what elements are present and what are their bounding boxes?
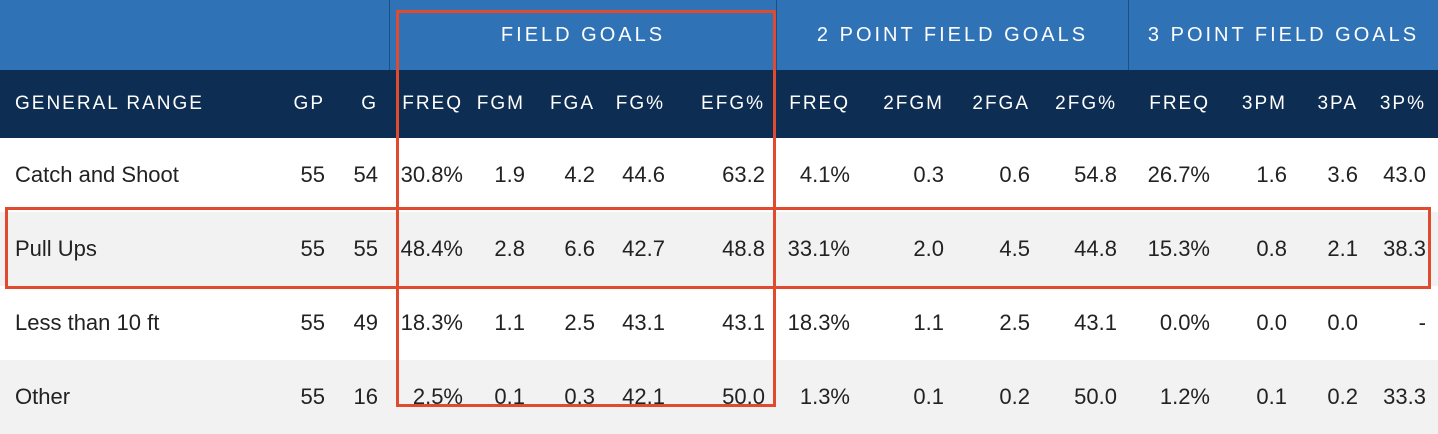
cell-3p-pct: 43.0	[1383, 162, 1426, 187]
cell-gp: 55	[300, 162, 325, 187]
cell-2fgm: 2.0	[913, 236, 944, 261]
cell-efg-pct: 63.2	[722, 162, 765, 187]
cell-2pt-freq: 33.1%	[787, 236, 850, 261]
group-header-2pt-field-goals[interactable]: 2 POINT FIELD GOALS	[777, 0, 1129, 70]
cell-gp: 55	[300, 310, 325, 335]
cell-fga: 2.5	[564, 310, 595, 335]
table-row: Other 55 16 2.5% 0.1 0.3 42.1 50.0 1.3% …	[0, 360, 1438, 434]
cell-3pm: 0.0	[1256, 310, 1287, 335]
col-header-fga[interactable]: FGA	[549, 93, 595, 114]
cell-g: 49	[353, 310, 378, 335]
cell-fg-freq: 30.8%	[400, 162, 463, 187]
col-header-3pt-freq[interactable]: FREQ	[1149, 93, 1210, 114]
col-header-general-range[interactable]: GENERAL RANGE	[15, 93, 204, 114]
cell-fgm: 2.8	[494, 236, 525, 261]
cell-3p-pct: 33.3	[1383, 384, 1426, 409]
col-header-efg-pct[interactable]: EFG%	[701, 93, 765, 114]
cell-3pa: 0.0	[1327, 310, 1358, 335]
cell-range-name: Other	[15, 384, 71, 409]
cell-2fgm: 0.3	[913, 162, 944, 187]
group-header-field-goals[interactable]: FIELD GOALS	[390, 0, 777, 70]
cell-fg-freq: 48.4%	[400, 236, 463, 261]
cell-2pt-freq: 18.3%	[787, 310, 850, 335]
group-header-3pt-field-goals[interactable]: 3 POINT FIELD GOALS	[1129, 0, 1438, 70]
col-header-2pt-freq[interactable]: FREQ	[789, 93, 850, 114]
cell-2fgm: 0.1	[913, 384, 944, 409]
cell-3pm: 0.1	[1256, 384, 1287, 409]
col-header-2fg-pct[interactable]: 2FG%	[1055, 93, 1117, 114]
cell-2pt-freq: 1.3%	[799, 384, 850, 409]
cell-3pt-freq: 1.2%	[1159, 384, 1210, 409]
cell-2fg-pct: 50.0	[1074, 384, 1117, 409]
cell-3pt-freq: 26.7%	[1147, 162, 1210, 187]
cell-fga: 6.6	[564, 236, 595, 261]
cell-g: 55	[353, 236, 378, 261]
cell-2fga: 0.2	[999, 384, 1030, 409]
cell-fg-pct: 44.6	[622, 162, 665, 187]
col-header-gp[interactable]: GP	[293, 93, 325, 114]
col-header-3p-pct[interactable]: 3P%	[1379, 93, 1426, 114]
cell-fg-pct: 42.1	[622, 384, 665, 409]
cell-fgm: 1.9	[494, 162, 525, 187]
cell-fg-freq: 2.5%	[412, 384, 463, 409]
col-header-g[interactable]: G	[361, 93, 378, 114]
table-body: Catch and Shoot 55 54 30.8% 1.9 4.2 44.6…	[0, 138, 1438, 434]
cell-3p-pct: 38.3	[1383, 236, 1426, 261]
cell-range-name: Catch and Shoot	[15, 162, 179, 187]
cell-3pa: 3.6	[1327, 162, 1358, 187]
cell-2fga: 0.6	[999, 162, 1030, 187]
cell-fgm: 0.1	[494, 384, 525, 409]
cell-fga: 0.3	[564, 384, 595, 409]
col-header-fg-pct[interactable]: FG%	[615, 93, 665, 114]
cell-efg-pct: 43.1	[722, 310, 765, 335]
cell-3pm: 1.6	[1256, 162, 1287, 187]
cell-gp: 55	[300, 384, 325, 409]
cell-3pt-freq: 15.3%	[1147, 236, 1210, 261]
cell-2fgm: 1.1	[913, 310, 944, 335]
cell-3p-pct: -	[1418, 310, 1426, 335]
cell-fgm: 1.1	[494, 310, 525, 335]
table-row: Catch and Shoot 55 54 30.8% 1.9 4.2 44.6…	[0, 138, 1438, 212]
cell-3pm: 0.8	[1256, 236, 1287, 261]
cell-g: 54	[353, 162, 378, 187]
col-header-fg-freq[interactable]: FREQ	[402, 93, 463, 114]
cell-fg-pct: 43.1	[622, 310, 665, 335]
cell-2fg-pct: 54.8	[1074, 162, 1117, 187]
cell-3pa: 2.1	[1327, 236, 1358, 261]
cell-fg-freq: 18.3%	[400, 310, 463, 335]
cell-g: 16	[353, 384, 378, 409]
col-header-3pm[interactable]: 3PM	[1241, 93, 1287, 114]
cell-2pt-freq: 4.1%	[799, 162, 850, 187]
table-row: Less than 10 ft 55 49 18.3% 1.1 2.5 43.1…	[0, 286, 1438, 360]
cell-efg-pct: 48.8	[722, 236, 765, 261]
group-header-blank	[0, 0, 390, 70]
cell-2fga: 4.5	[999, 236, 1030, 261]
cell-3pt-freq: 0.0%	[1159, 310, 1210, 335]
cell-fg-pct: 42.7	[622, 236, 665, 261]
col-header-fgm[interactable]: FGM	[476, 93, 525, 114]
col-header-2fga[interactable]: 2FGA	[972, 93, 1030, 114]
cell-range-name: Less than 10 ft	[15, 310, 160, 335]
cell-2fg-pct: 44.8	[1074, 236, 1117, 261]
cell-2fga: 2.5	[999, 310, 1030, 335]
group-header-row: FIELD GOALS 2 POINT FIELD GOALS 3 POINT …	[0, 0, 1438, 70]
cell-2fg-pct: 43.1	[1074, 310, 1117, 335]
col-header-2fgm[interactable]: 2FGM	[883, 93, 944, 114]
cell-efg-pct: 50.0	[722, 384, 765, 409]
col-header-3pa[interactable]: 3PA	[1317, 93, 1358, 114]
cell-gp: 55	[300, 236, 325, 261]
table-row: Pull Ups 55 55 48.4% 2.8 6.6 42.7 48.8 3…	[0, 212, 1438, 286]
cell-fga: 4.2	[564, 162, 595, 187]
cell-range-name: Pull Ups	[15, 236, 97, 261]
column-header-row: GENERAL RANGE GP G FREQ FGM FGA FG% EFG%…	[0, 70, 1438, 138]
cell-3pa: 0.2	[1327, 384, 1358, 409]
